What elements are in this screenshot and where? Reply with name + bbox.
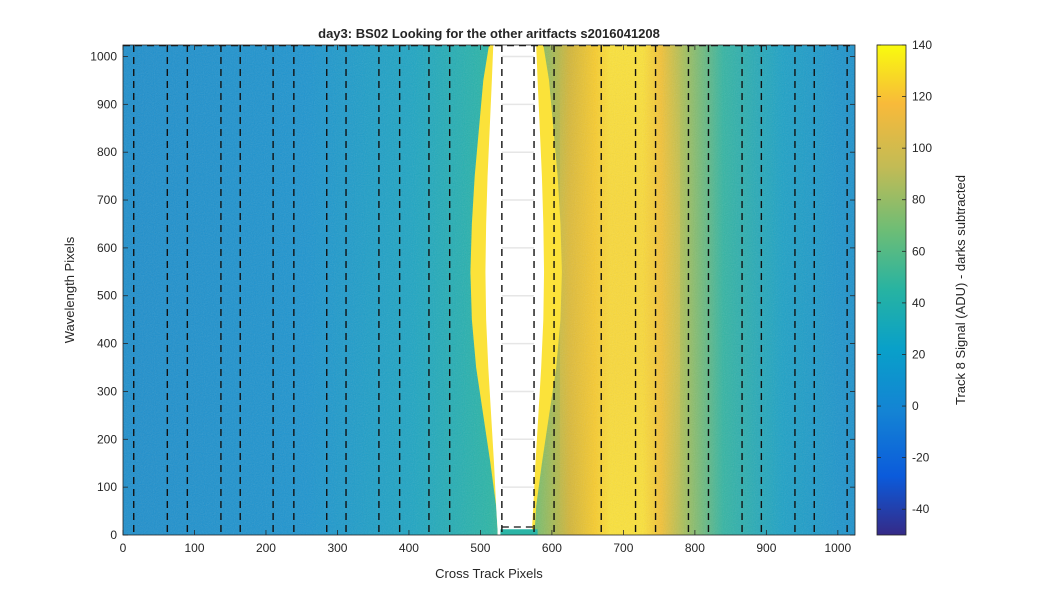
x-tick-label: 0: [120, 541, 127, 555]
colorbar-tick-label: 20: [912, 347, 926, 361]
y-tick-label: 200: [97, 432, 117, 446]
colorbar-tick-label: -40: [912, 502, 930, 516]
x-axis-label: Cross Track Pixels: [435, 566, 543, 581]
x-tick-label: 700: [613, 541, 633, 555]
colorbar-tick-label: 120: [912, 90, 932, 104]
colorbar-tick-label: 140: [912, 38, 932, 52]
x-tick-label: 300: [327, 541, 347, 555]
x-tick-label: 100: [184, 541, 204, 555]
x-axis-ticks: 0 100 200 300 400 500 600 700 800 900 1000: [120, 45, 852, 555]
y-axis-ticks: 0 100 200 300 400 500 600 700 800 900 1000: [90, 49, 855, 542]
white-gridlines: [501, 55, 535, 488]
colorbar-tick-label: 40: [912, 296, 926, 310]
x-tick-label: 200: [256, 541, 276, 555]
colorbar-tick-label: 100: [912, 141, 932, 155]
plot-area: [123, 45, 855, 535]
y-tick-label: 400: [97, 337, 117, 351]
colorbar-ticks: -40 -20 0 20 40 60 80 100 120 140: [877, 38, 932, 516]
y-tick-label: 300: [97, 384, 117, 398]
x-tick-label: 600: [542, 541, 562, 555]
y-tick-label: 0: [110, 528, 117, 542]
colorbar-tick-label: 80: [912, 193, 926, 207]
y-tick-label: 1000: [90, 49, 117, 63]
y-tick-label: 700: [97, 193, 117, 207]
colorbar-tick-label: -20: [912, 451, 930, 465]
x-tick-label: 400: [399, 541, 419, 555]
saturated-column: [485, 45, 545, 535]
colorbar-label: Track 8 Signal (ADU) - darks subtracted: [953, 175, 968, 405]
colorbar-tick-label: 60: [912, 244, 926, 258]
dashed-column-lines: [123, 45, 855, 535]
column-base: [500, 529, 538, 535]
colorbar-gradient: [876, 44, 907, 536]
x-tick-label: 900: [756, 541, 776, 555]
y-tick-label: 800: [97, 145, 117, 159]
colorbar-tick-label: 0: [912, 399, 919, 413]
plot-frame: [122, 44, 856, 536]
x-tick-label: 500: [470, 541, 490, 555]
y-tick-label: 100: [97, 480, 117, 494]
chart-title: day3: BS02 Looking for the other aritfac…: [318, 26, 660, 41]
x-tick-label: 800: [685, 541, 705, 555]
y-tick-label: 500: [97, 289, 117, 303]
colorbar: -40 -20 0 20 40 60 80 100 120 140 Track 8 Signal …: [876, 38, 968, 536]
saturated-white-column: [470, 45, 562, 535]
x-tick-label: 1000: [824, 541, 851, 555]
y-axis-label: Wavelength Pixels: [62, 236, 77, 343]
y-tick-label: 900: [97, 97, 117, 111]
y-tick-label: 600: [97, 241, 117, 255]
